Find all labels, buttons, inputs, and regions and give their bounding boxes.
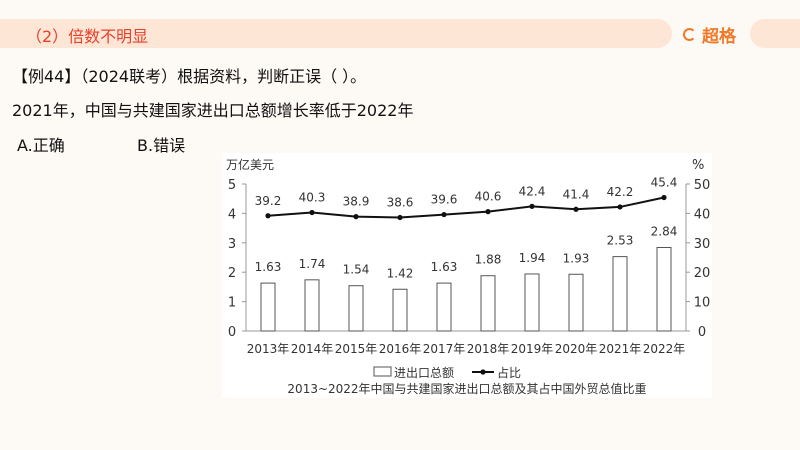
line-point (617, 204, 623, 210)
legend-bar-swatch (373, 366, 392, 377)
right-tick-label: 50 (694, 178, 711, 193)
x-tick-label: 2019年 (511, 342, 554, 356)
line-point (309, 209, 315, 216)
question-title: 【例44】（2024联考）根据资料，判断正误（ ）。 (12, 67, 367, 86)
left-tick-label: 2 (228, 266, 236, 281)
x-tick-label: 2013年 (247, 342, 290, 356)
chart: 0 1 2 3 4 5 0 10 20 30 40 50 万亿美元% 1.63 2013年 39.2 1.74 2… (222, 153, 712, 398)
bar (568, 273, 584, 332)
bar (480, 275, 496, 332)
x-tick-label: 2022年 (643, 342, 686, 356)
bar (524, 273, 540, 332)
bar-value-label: 2.53 (607, 234, 634, 248)
line-value-label: 39.2 (255, 194, 282, 208)
logo-icon (683, 28, 696, 41)
bar (612, 256, 628, 332)
bar (436, 282, 452, 332)
line-point (573, 206, 579, 212)
right-tick-label: 30 (694, 237, 711, 252)
line-point (397, 214, 403, 221)
bar-value-label: 1.63 (255, 260, 282, 274)
chart-title: 2013~2022年中国与共建国家进出口总额及其占中国外贸总值比重 (287, 381, 646, 396)
left-tick-label: 0 (228, 325, 236, 340)
left-tick-label: 5 (228, 178, 236, 193)
bar-value-label: 1.94 (519, 251, 546, 265)
option-a[interactable]: A.正确 (17, 136, 65, 155)
x-tick-label: 2015年 (335, 342, 378, 356)
bar-value-label: 1.74 (299, 257, 326, 271)
x-tick-label: 2016年 (379, 342, 422, 356)
right-axis-label: % (692, 158, 704, 173)
left-tick-label: 1 (228, 296, 236, 311)
line-value-label: 41.4 (563, 187, 590, 201)
left-tick-label: 3 (228, 237, 236, 252)
right-tick-label: 20 (694, 266, 711, 281)
x-tick-label: 2020年 (555, 342, 598, 356)
line-value-label: 40.6 (475, 190, 502, 204)
bar (348, 285, 364, 332)
legend-line-label: 占比 (497, 365, 521, 380)
x-tick-label: 2017年 (423, 342, 466, 356)
x-tick-label: 2021年 (599, 342, 642, 356)
section-title: （2）倍数不明显 (26, 27, 149, 46)
bar-value-label: 2.84 (651, 225, 678, 239)
line-value-label: 38.9 (343, 195, 370, 209)
legend-bar-label: 进出口总额 (394, 366, 454, 380)
legend-line-marker (480, 369, 486, 375)
x-tick-label: 2018年 (467, 342, 510, 356)
bar (304, 279, 320, 332)
bar-value-label: 1.88 (475, 253, 502, 267)
right-tick-label: 0 (698, 325, 706, 340)
bar (392, 288, 408, 332)
line-value-label: 38.6 (387, 196, 414, 210)
line-point (661, 194, 667, 201)
line-point (485, 209, 491, 215)
logo: 超格 (683, 22, 736, 47)
line-value-label: 40.3 (299, 191, 326, 205)
line-series (267, 196, 665, 219)
bar-value-label: 1.63 (431, 260, 458, 274)
option-b[interactable]: B.错误 (137, 136, 186, 155)
bar (260, 282, 276, 332)
bar-value-label: 1.93 (563, 251, 590, 265)
line-point (529, 203, 535, 209)
x-tick-label: 2014年 (291, 342, 334, 356)
section-header-band (0, 19, 672, 48)
header-band-right (750, 19, 800, 48)
left-tick-label: 4 (228, 207, 236, 222)
line-value-label: 42.2 (607, 185, 634, 199)
line-point (265, 213, 271, 219)
left-axis-label: 万亿美元 (226, 157, 274, 172)
line-value-label: 42.4 (519, 184, 546, 198)
right-tick-label: 10 (694, 296, 711, 311)
bar (656, 247, 672, 332)
bar-value-label: 1.42 (387, 266, 414, 280)
line-value-label: 45.4 (651, 176, 678, 190)
right-tick-label: 40 (694, 207, 711, 222)
question-statement: 2021年，中国与共建国家进出口总额增长率低于2022年 (12, 101, 414, 120)
bar-value-label: 1.54 (343, 263, 370, 277)
line-value-label: 39.6 (431, 193, 458, 207)
line-point (353, 214, 359, 220)
line-point (441, 211, 447, 218)
